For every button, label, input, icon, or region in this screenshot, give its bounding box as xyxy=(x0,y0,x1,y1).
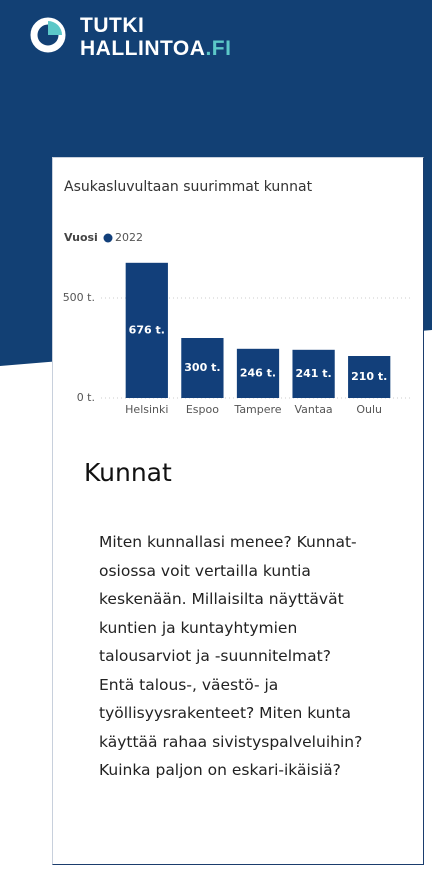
logo[interactable]: TUTKI HALLINTOA.FI xyxy=(80,14,231,60)
bar xyxy=(348,356,391,398)
y-tick-label: 0 t. xyxy=(77,391,95,404)
bar xyxy=(125,262,168,398)
logo-line: TUTKI xyxy=(80,14,145,37)
card: Asukasluvultaan suurimmat kunnat Vuosi 2… xyxy=(52,157,424,865)
logo-icon-accent xyxy=(48,21,62,35)
bar xyxy=(292,349,335,398)
logo-text: HALLINTOA xyxy=(80,37,206,60)
y-tick-label: 500 t. xyxy=(63,291,95,304)
x-tick-label: Oulu xyxy=(356,403,382,416)
x-tick-label: Vantaa xyxy=(295,403,333,416)
legend-marker xyxy=(103,233,113,243)
data-label: 676 t. xyxy=(129,323,165,336)
chart-title: Asukasluvultaan suurimmat kunnat xyxy=(64,179,313,195)
data-label: 210 t. xyxy=(351,370,387,383)
logo-line: HALLINTOA.FI xyxy=(80,37,231,60)
x-tick-label: Tampere xyxy=(233,403,281,416)
legend-label: 2022 xyxy=(115,231,143,244)
section-text: Miten kunnallasi menee? Kunnat-osiossa v… xyxy=(99,533,363,779)
data-label: 300 t. xyxy=(184,361,220,374)
bar xyxy=(181,338,224,398)
legend-title: Vuosi xyxy=(64,231,98,244)
data-label: 246 t. xyxy=(240,366,276,379)
logo-suffix: .FI xyxy=(205,37,232,60)
bar xyxy=(236,348,280,398)
data-label: 241 t. xyxy=(295,367,331,380)
chart: Asukasluvultaan suurimmat kunnat Vuosi 2… xyxy=(63,179,413,416)
x-tick-label: Helsinki xyxy=(125,403,168,416)
x-tick-label: Espoo xyxy=(186,403,219,416)
section-heading: Kunnat xyxy=(84,458,172,487)
